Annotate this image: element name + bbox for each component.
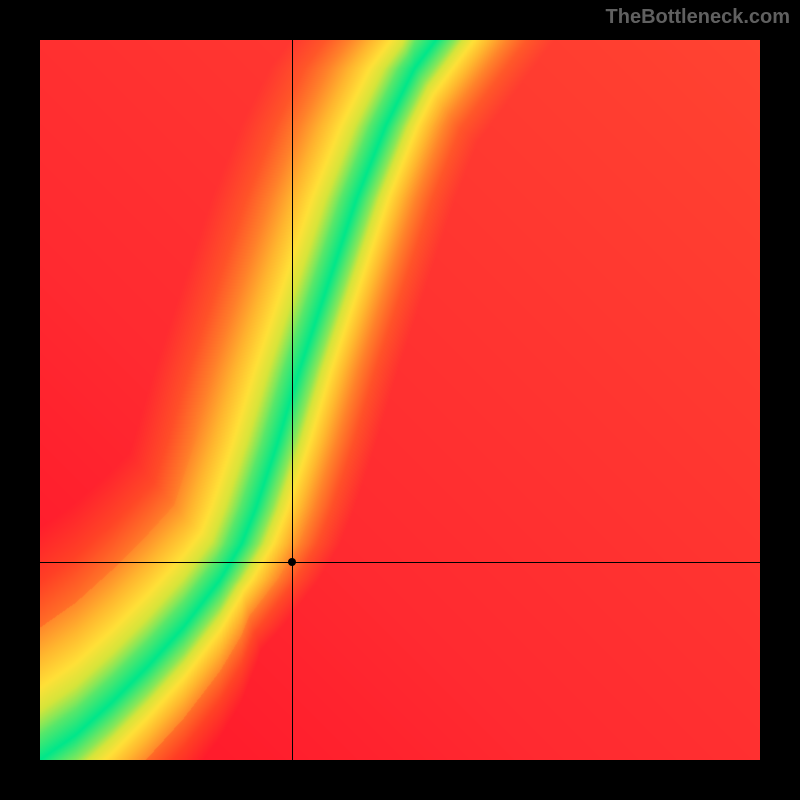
watermark-text: TheBottleneck.com bbox=[606, 6, 790, 29]
heatmap-plot bbox=[40, 40, 760, 760]
crosshair-vertical bbox=[292, 40, 293, 760]
crosshair-horizontal bbox=[40, 562, 760, 563]
heatmap-canvas bbox=[40, 40, 760, 760]
data-point-marker bbox=[288, 558, 296, 566]
